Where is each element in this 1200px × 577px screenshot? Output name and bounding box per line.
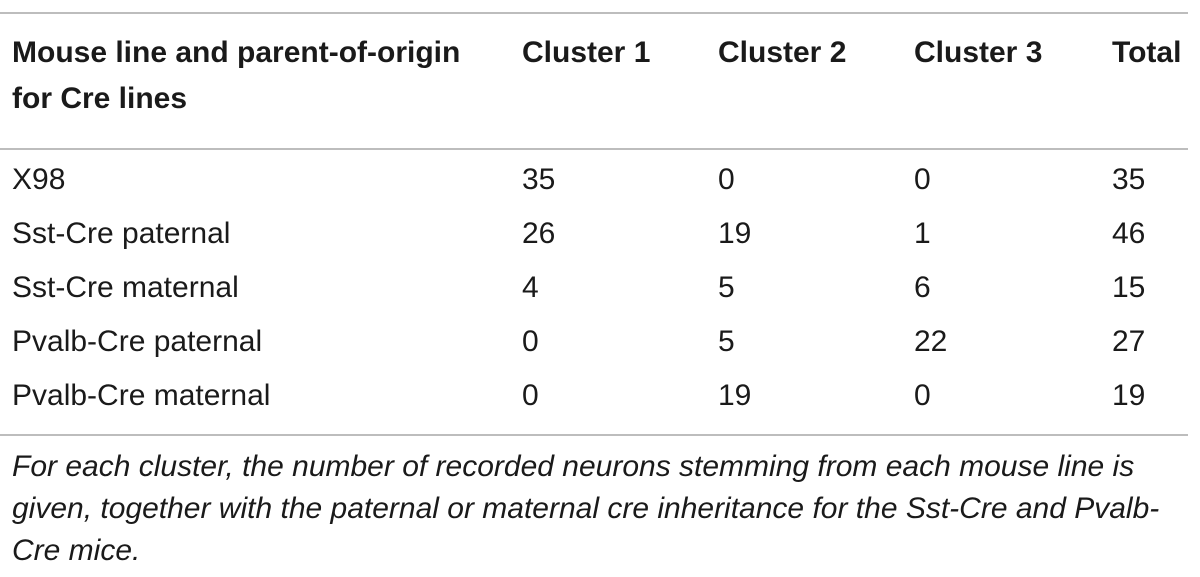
row-label-sst-cre-paternal: Sst-Cre paternal (12, 217, 231, 250)
table-cell: 35 (522, 163, 556, 196)
table-cell: 35 (1112, 163, 1146, 196)
row-label-x98: X98 (12, 163, 66, 196)
table-cell: 26 (522, 217, 556, 250)
header-row-label: Mouse line and parent-of-origin for Cre … (12, 36, 461, 115)
table-cell: 0 (914, 163, 931, 196)
table-cell: 19 (1112, 379, 1146, 412)
table-cell: 0 (522, 325, 539, 358)
table-cell: 19 (718, 217, 752, 250)
header-total: Total (1112, 36, 1182, 69)
table-bottom-rule (0, 434, 1188, 436)
table-cell: 15 (1112, 271, 1146, 304)
header-divider (0, 148, 1188, 150)
row-label-pvalb-cre-maternal: Pvalb-Cre maternal (12, 379, 271, 412)
header-cluster-2: Cluster 2 (718, 36, 847, 69)
header-cluster-1: Cluster 1 (522, 36, 651, 69)
table-cell: 27 (1112, 325, 1146, 358)
table-cell: 5 (718, 325, 735, 358)
header-cluster-3: Cluster 3 (914, 36, 1043, 69)
table-cell: 46 (1112, 217, 1146, 250)
table-cell: 5 (718, 271, 735, 304)
table-cell: 22 (914, 325, 948, 358)
table-cell: 6 (914, 271, 931, 304)
row-label-sst-cre-maternal: Sst-Cre maternal (12, 271, 239, 304)
table-footnote: For each cluster, the number of recorded… (12, 450, 1160, 567)
row-label-pvalb-cre-paternal: Pvalb-Cre paternal (12, 325, 263, 358)
table-cell: 0 (522, 379, 539, 412)
table-cell: 1 (914, 217, 931, 250)
table-cell: 4 (522, 271, 539, 304)
table-cell: 0 (718, 163, 735, 196)
table-cell: 0 (914, 379, 931, 412)
table-top-rule (0, 12, 1188, 14)
table-cell: 19 (718, 379, 752, 412)
